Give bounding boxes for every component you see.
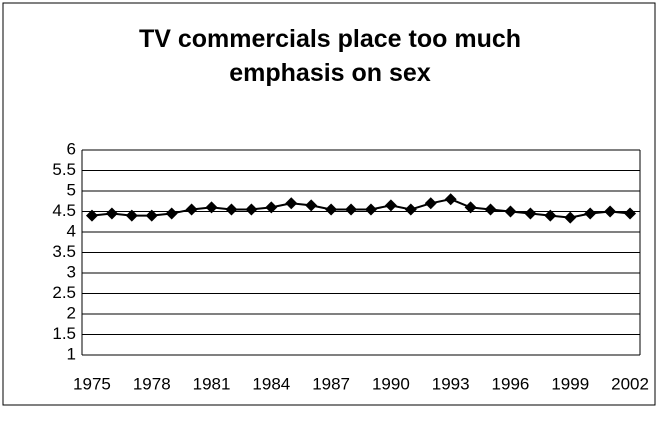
x-tick-label: 1996 (492, 374, 530, 393)
y-tick-label: 4.5 (52, 201, 76, 220)
point-marker (165, 207, 178, 220)
point-marker (325, 203, 338, 216)
y-tick-label: 4 (67, 221, 76, 240)
point-marker (524, 207, 537, 220)
series-line (91, 198, 631, 219)
x-tick-label: 1993 (432, 374, 470, 393)
point-marker (464, 201, 477, 214)
point-marker (125, 209, 138, 222)
point-marker (564, 211, 577, 224)
point-marker (105, 207, 118, 220)
point-marker (345, 203, 358, 216)
point-marker (444, 193, 457, 206)
y-tick-label: 3 (67, 262, 76, 281)
point-marker (85, 209, 98, 222)
y-tick-label: 2.5 (52, 283, 76, 302)
point-marker (225, 203, 238, 216)
point-marker (424, 197, 437, 210)
point-marker (185, 203, 198, 216)
point-marker (504, 205, 517, 218)
point-marker (245, 203, 258, 216)
x-tick-label: 1999 (551, 374, 589, 393)
point-marker (265, 201, 278, 214)
y-tick-label: 3.5 (52, 242, 76, 261)
point-marker (544, 209, 557, 222)
x-tick-label: 1987 (312, 374, 350, 393)
point-marker (285, 197, 298, 210)
point-marker (205, 201, 218, 214)
point-marker (145, 209, 158, 222)
x-tick-label: 1975 (73, 374, 111, 393)
point-marker (584, 207, 597, 220)
y-tick-label: 6 (67, 139, 76, 158)
point-marker (305, 199, 318, 212)
chart-title: TV commercials place too much emphasis o… (138, 25, 522, 87)
x-tick-label: 2002 (611, 374, 649, 393)
y-tick-label: 5.5 (52, 160, 76, 179)
y-tick-label: 5 (67, 180, 76, 199)
point-marker (624, 207, 637, 220)
y-tick-label: 2 (67, 303, 76, 322)
x-tick-label: 1981 (193, 374, 231, 393)
y-tick-label: 1.5 (52, 324, 76, 343)
y-tick-label: 1 (67, 344, 76, 363)
x-tick-label: 1984 (252, 374, 290, 393)
x-tick-label: 1990 (372, 374, 410, 393)
x-tick-label: 1978 (133, 374, 171, 393)
chart-border (2, 2, 656, 406)
point-marker (384, 199, 397, 212)
point-marker (364, 203, 377, 216)
point-marker (404, 203, 417, 216)
point-marker (484, 203, 497, 216)
point-marker (604, 205, 617, 218)
